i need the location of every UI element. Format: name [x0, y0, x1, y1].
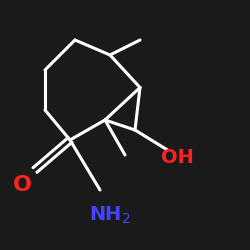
Text: NH$_2$: NH$_2$ — [89, 204, 131, 226]
Text: O: O — [13, 175, 32, 195]
Text: OH: OH — [161, 148, 194, 167]
